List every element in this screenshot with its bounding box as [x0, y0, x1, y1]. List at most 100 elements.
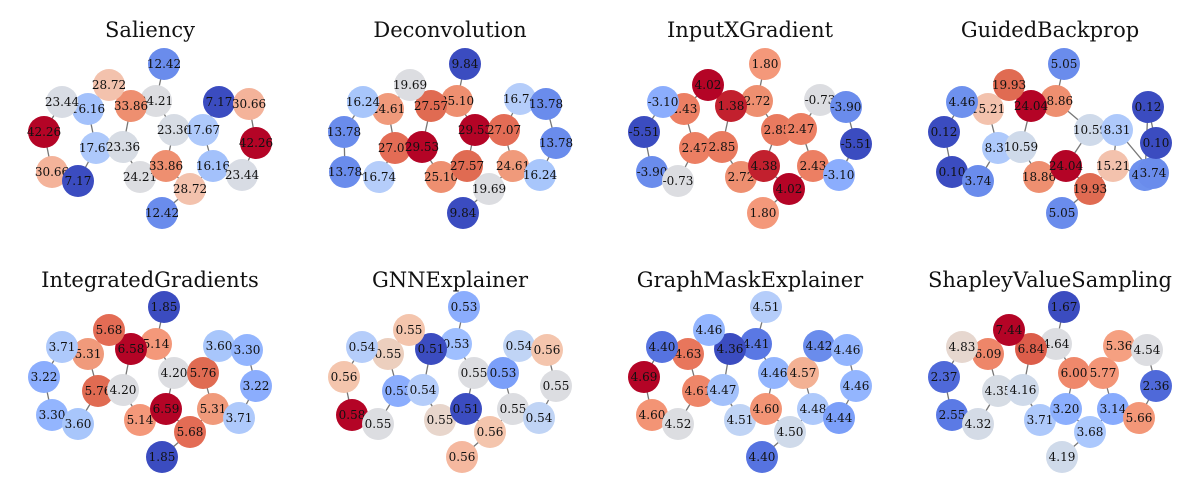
- node-value: 4.51: [753, 300, 780, 314]
- graph-node: 4.64: [1040, 328, 1072, 360]
- node-value: 5.68: [177, 425, 204, 439]
- node-value: 4.47: [710, 383, 737, 397]
- node-circle: [662, 408, 694, 440]
- graph-node: 1.80: [749, 48, 781, 80]
- node-circle: [174, 173, 206, 205]
- graph-node: 16.74: [503, 83, 538, 115]
- node-circle: [803, 330, 835, 362]
- node-circle: [372, 338, 404, 370]
- node-value: 3.74: [965, 174, 992, 188]
- node-circle: [1087, 357, 1119, 389]
- graph-node: 0.55: [458, 357, 490, 389]
- graph-node: 4.02: [692, 69, 724, 101]
- node-circle: [328, 116, 360, 148]
- node-circle: [115, 333, 147, 365]
- node-circle: [646, 331, 678, 363]
- graph-node: 30.66: [232, 88, 266, 120]
- graph-node: 4.40: [646, 331, 678, 363]
- node-circle: [1123, 402, 1155, 434]
- graph-node: 4.02: [773, 173, 805, 205]
- node-value: 13.78: [529, 97, 563, 111]
- graph-node: 3.60: [62, 408, 94, 440]
- graph-node: 5.68: [93, 314, 125, 346]
- node-value: -5.51: [841, 137, 872, 151]
- graph-node: 10.59: [1004, 131, 1038, 163]
- node-circle: [749, 48, 781, 80]
- node-circle: [936, 156, 968, 188]
- panel-title: GraphMaskExplainer: [636, 268, 864, 292]
- node-circle: [240, 370, 272, 402]
- node-circle: [28, 361, 60, 393]
- graph-node: 4.61: [682, 375, 714, 407]
- panel-integratedgradients: IntegratedGradients 1.85 5.14 6.58 5.68 5.31 3…: [0, 250, 300, 500]
- node-value: 3.60: [206, 339, 233, 353]
- graph-node: 2.85: [706, 131, 738, 163]
- graph-node: 23.44: [225, 159, 260, 191]
- graph-node: 24.04: [1014, 90, 1049, 122]
- node-circle: [524, 159, 556, 191]
- graph-node: 1.85: [146, 441, 178, 473]
- graph-node: 3.30: [231, 334, 263, 366]
- node-value: -3.10: [824, 168, 855, 182]
- node-value: 0.54: [526, 411, 553, 425]
- node-value: 4.02: [695, 78, 722, 92]
- molecule-graph: 12.4224.2133.8628.7216.1623.4442.2630.66…: [27, 48, 273, 229]
- graph-node: 3.14: [1097, 393, 1129, 425]
- node-value: 23.44: [45, 95, 80, 109]
- node-circle: [747, 197, 779, 229]
- node-circle: [187, 114, 219, 146]
- graph-node: 3.20: [1050, 393, 1082, 425]
- graph-node: 2.47: [785, 113, 817, 145]
- node-circle: [487, 357, 519, 389]
- node-circle: [523, 402, 555, 434]
- graph-node: 16.74: [362, 161, 397, 193]
- node-circle: [823, 159, 855, 191]
- node-circle: [1023, 161, 1055, 193]
- node-circle: [451, 150, 483, 182]
- node-circle: [174, 416, 206, 448]
- node-circle: [682, 375, 714, 407]
- node-value: 13.78: [327, 125, 361, 139]
- molecule-graph: 4.514.414.364.464.634.404.694.604.524.61…: [628, 291, 872, 473]
- node-value: 0.56: [449, 450, 476, 464]
- graph-node: 33.86: [114, 90, 148, 122]
- panel-shapleyvaluesampling: ShapleyValueSampling 1.67 4.64 6.84 7.44 6.09…: [900, 250, 1200, 500]
- node-circle: [146, 197, 178, 229]
- graph-node: 1.85: [148, 291, 180, 323]
- node-value: 5.14: [127, 413, 154, 427]
- graph-node: 0.54: [503, 330, 535, 362]
- node-circle: [474, 416, 506, 448]
- node-circle: [458, 357, 490, 389]
- node-value: 2.47: [788, 122, 815, 136]
- graph-node: 4.40: [746, 441, 778, 473]
- graph-node: 6.00: [1058, 357, 1090, 389]
- graph-node: 29.53: [458, 114, 492, 146]
- graph-node: 4.83: [946, 331, 978, 363]
- node-circle: [504, 83, 536, 115]
- node-circle: [1040, 328, 1072, 360]
- node-value: 12.42: [147, 57, 181, 71]
- node-value: 4.16: [1010, 383, 1037, 397]
- node-value: 3.74: [1140, 166, 1167, 180]
- graph-node: 4.46: [758, 357, 790, 389]
- node-value: 30.66: [232, 97, 266, 111]
- node-circle: [424, 404, 456, 436]
- node-circle: [692, 69, 724, 101]
- graph-node: 0.56: [531, 334, 563, 366]
- node-value: 18.86: [1022, 170, 1056, 184]
- graph-node: 25.10: [424, 161, 458, 193]
- node-value: 16.24: [523, 168, 558, 182]
- node-value: 4.57: [790, 366, 817, 380]
- node-value: 9.84: [452, 57, 479, 71]
- node-circle: [540, 127, 572, 159]
- graph-node: 5.05: [1046, 197, 1078, 229]
- node-circle: [448, 291, 480, 323]
- node-value: 33.86: [114, 99, 148, 113]
- node-circle: [628, 361, 660, 393]
- node-value: -3.90: [831, 100, 862, 114]
- node-circle: [425, 161, 457, 193]
- node-circle: [46, 331, 78, 363]
- node-value: 3.14: [1100, 402, 1127, 416]
- node-value: 4.20: [161, 366, 188, 380]
